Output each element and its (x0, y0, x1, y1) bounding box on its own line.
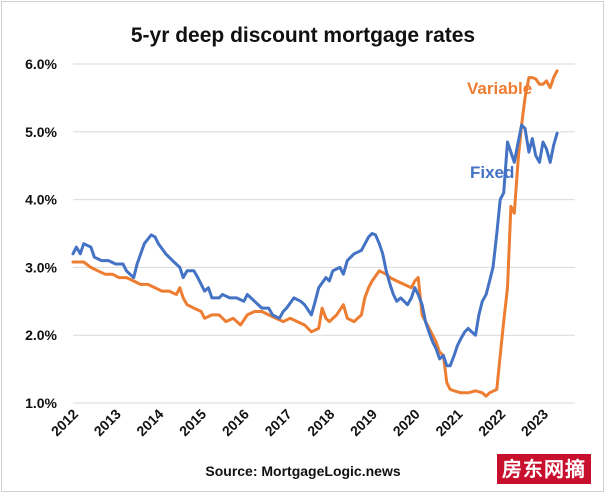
series-line-variable (71, 69, 559, 398)
y-tick-label: 3.0% (25, 259, 57, 275)
watermark-badge: 房东网摘 (497, 454, 591, 484)
x-tick-label: 2022 (475, 406, 508, 439)
y-tick-label: 4.0% (25, 192, 57, 208)
chart-title: 5-yr deep discount mortgage rates (131, 24, 475, 47)
y-tick-label: 5.0% (25, 124, 57, 140)
x-tick-label: 2023 (518, 406, 551, 439)
x-tick-label: 2018 (304, 406, 337, 439)
x-tick-label: 2014 (133, 406, 166, 439)
x-tick-label: 2019 (347, 406, 380, 439)
series-label-variable: Variable (467, 79, 532, 98)
series-lines (71, 69, 559, 398)
y-tick-label: 6.0% (25, 56, 57, 72)
y-tick-label: 2.0% (25, 327, 57, 343)
x-tick-label: 2021 (432, 406, 465, 439)
x-tick-label: 2015 (176, 406, 209, 439)
x-tick-label: 2020 (390, 406, 423, 439)
series-label-fixed: Fixed (470, 163, 514, 182)
x-tick-label: 2017 (261, 406, 294, 439)
x-tick-label: 2013 (91, 406, 124, 439)
x-tick-label: 2016 (219, 406, 252, 439)
gridlines (73, 63, 575, 404)
series-line-fixed (71, 123, 559, 368)
source-note: Source: MortgageLogic.news (205, 463, 400, 479)
y-tick-label: 1.0% (25, 395, 57, 411)
y-axis-tick-labels: 1.0% 2.0% 3.0% 4.0% 5.0% 6.0% (25, 56, 57, 411)
x-axis-tick-labels: 2012 2013 2014 2015 2016 2017 2018 2019 2020 2021… (48, 406, 551, 439)
